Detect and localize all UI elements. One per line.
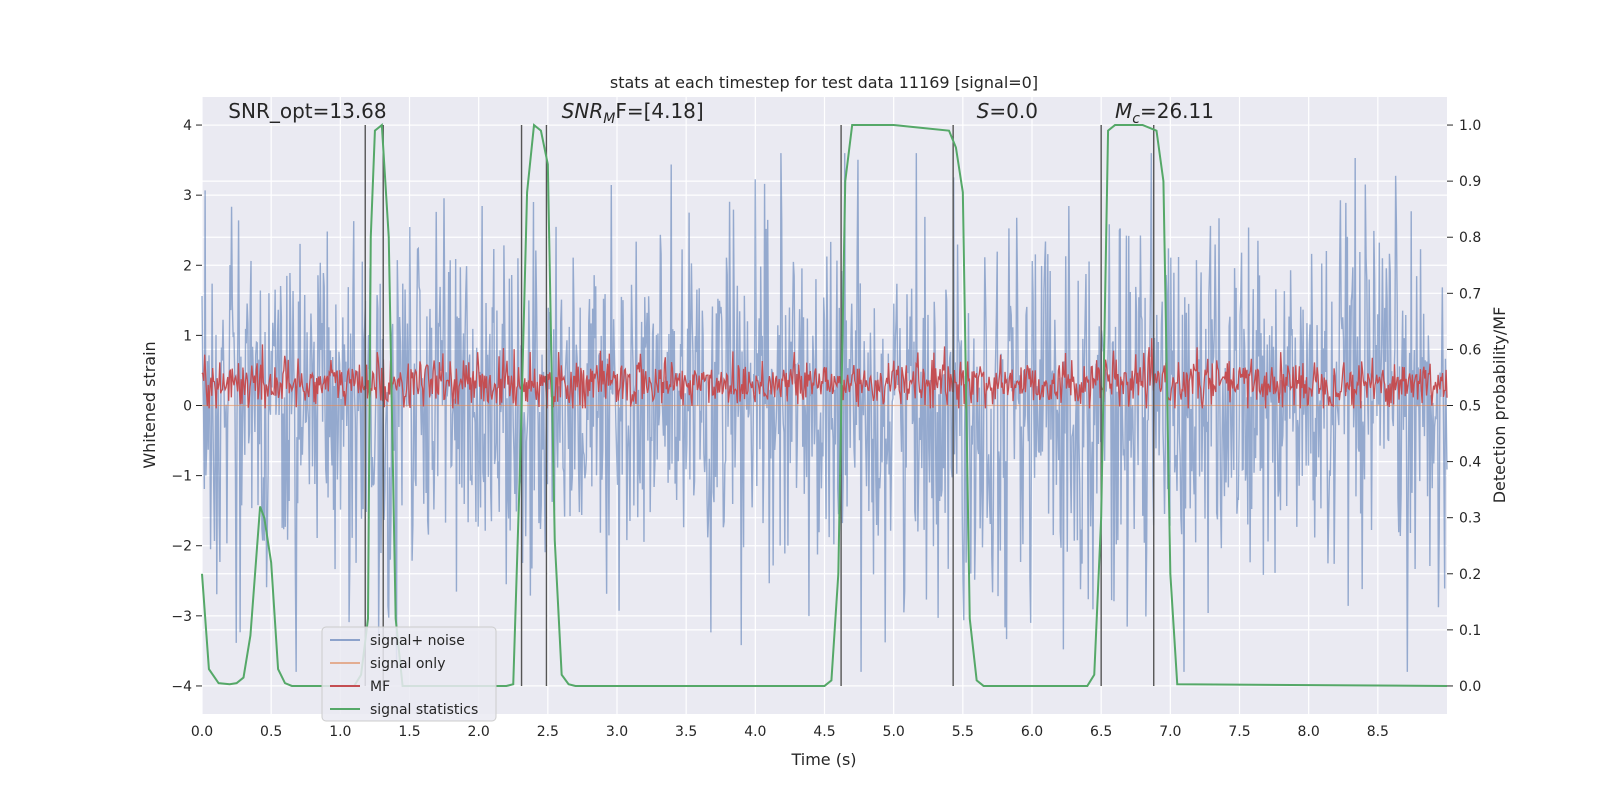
- x-tick-label: 2.0: [468, 724, 490, 740]
- y-left-tick-label: 3: [183, 188, 192, 204]
- legend-label: signal only: [370, 656, 445, 672]
- x-tick-label: 8.0: [1298, 724, 1320, 740]
- annotation-sub: M: [603, 111, 615, 127]
- y-right-tick-label: 0.0: [1459, 679, 1481, 695]
- legend-box: [321, 626, 497, 722]
- annotation-main: M: [1115, 99, 1132, 123]
- y-left-tick-label: 4: [183, 118, 192, 134]
- annotations: SNR_opt=13.68 SNRMF=[4.18] S=0.0 Mc=26.11: [228, 99, 1214, 127]
- x-tick-label: 3.0: [606, 724, 628, 740]
- signal-noise-line: [201, 153, 1448, 672]
- annotation-text: Mc=26.11: [1115, 99, 1214, 127]
- annotation-tail: F=[4.18]: [615, 99, 703, 123]
- chart-title: stats at each timestep for test data 111…: [610, 73, 1038, 92]
- x-tick-label: 7.0: [1159, 724, 1181, 740]
- annotation-text: S=0.0: [977, 99, 1038, 123]
- y-left-tick-label: 0: [183, 399, 192, 415]
- x-tick-label: 6.5: [1090, 724, 1112, 740]
- annotation-main: SNR: [562, 99, 604, 123]
- x-tick-label: 5.5: [952, 724, 974, 740]
- signal-statistics-line: [201, 123, 1448, 687]
- y-left-tick-label: 2: [183, 258, 192, 274]
- y-left-tick-label: −4: [171, 679, 192, 695]
- y-right-tick-label: 0.7: [1459, 286, 1481, 302]
- x-axis-ticks: 0.0 0.5 1.0 1.5 2.0 2.5 3.0 3.5 4.0 4.5 5.0 5.5 6.0 6…: [191, 724, 1389, 740]
- x-tick-label: 8.5: [1367, 724, 1389, 740]
- y-axis-right-label: Detection probability/MF: [1490, 307, 1509, 504]
- annotation-text: SNR_opt=13.68: [228, 99, 386, 123]
- x-tick-label: 6.0: [1021, 724, 1043, 740]
- y-left-tick-label: −2: [171, 539, 192, 555]
- y-left-tick-label: −1: [171, 469, 192, 485]
- x-tick-label: 1.5: [398, 724, 420, 740]
- x-tick-label: 4.5: [813, 724, 835, 740]
- y-right-tick-label: 0.6: [1459, 342, 1481, 358]
- y-left-tick-label: 1: [183, 328, 192, 344]
- annotation-main: SNR_opt=13.68: [228, 99, 386, 123]
- mf-series: [201, 338, 1448, 409]
- y-right-tick-label: 0.3: [1459, 511, 1481, 527]
- signal-statistics-series: [201, 123, 1448, 687]
- annotation-main: S: [977, 99, 990, 123]
- y-axis-left-ticks: −4 −3 −2 −1 0 1 2 3 4: [171, 118, 202, 695]
- y-right-tick-label: 1.0: [1459, 118, 1481, 134]
- y-axis-right-ticks: 0.0 0.1 0.2 0.3 0.4 0.5 0.6 0.7 0.8 0.9 1.0: [1447, 118, 1481, 695]
- x-tick-label: 0.0: [191, 724, 213, 740]
- annotation-tail: =26.11: [1140, 99, 1214, 123]
- x-axis-label: Time (s): [790, 750, 856, 769]
- x-tick-label: 5.0: [883, 724, 905, 740]
- y-right-tick-label: 0.4: [1459, 455, 1481, 471]
- x-tick-label: 0.5: [260, 724, 282, 740]
- y-axis-left-label: Whitened strain: [140, 341, 159, 468]
- annotation-sub: c: [1132, 111, 1140, 127]
- annotation-tail: =0.0: [989, 99, 1038, 123]
- annotation-text: SNRMF=[4.18]: [562, 99, 704, 127]
- x-tick-label: 3.5: [675, 724, 697, 740]
- legend: signal+ noise signal only MF signal statist…: [321, 626, 497, 722]
- y-right-tick-label: 0.5: [1459, 399, 1481, 415]
- mf-line: [201, 338, 1448, 409]
- legend-label: signal+ noise: [370, 633, 465, 649]
- y-right-tick-label: 0.8: [1459, 230, 1481, 246]
- y-left-tick-label: −3: [171, 609, 192, 625]
- y-right-tick-label: 0.2: [1459, 567, 1481, 583]
- x-tick-label: 1.0: [329, 724, 351, 740]
- x-tick-label: 2.5: [537, 724, 559, 740]
- legend-label: signal statistics: [370, 702, 478, 718]
- x-tick-label: 4.0: [744, 724, 766, 740]
- legend-label: MF: [370, 679, 390, 695]
- x-tick-label: 7.5: [1228, 724, 1250, 740]
- y-right-tick-label: 0.9: [1459, 174, 1481, 190]
- y-right-tick-label: 0.1: [1459, 623, 1481, 639]
